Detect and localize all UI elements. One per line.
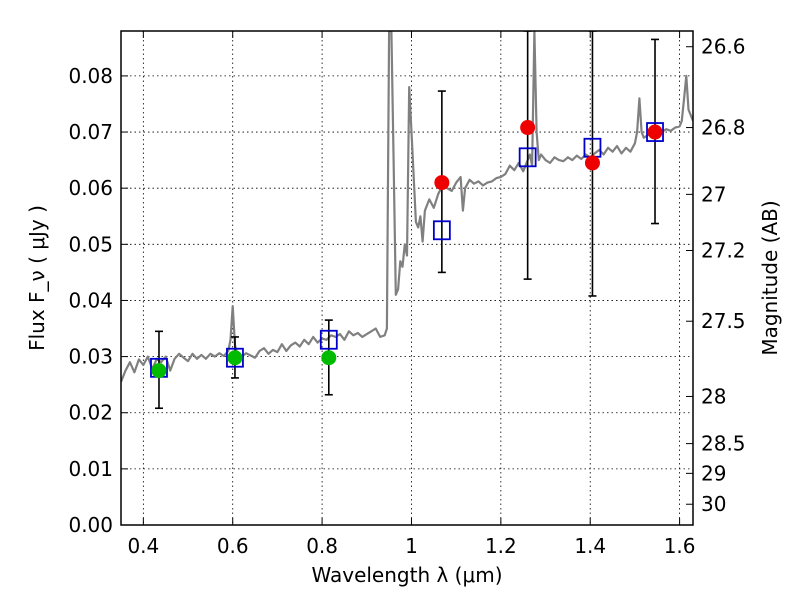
observed-flux-point xyxy=(584,155,600,171)
x-tick-label: 0.6 xyxy=(217,534,249,558)
axis-ticks: 0.4 0.6 0.8 1 1.2 1.4 1.6 0.00 0.01 0.02 0.03 0.04 0… xyxy=(68,31,746,558)
y-tick-label: 0.03 xyxy=(68,345,113,369)
model-flux-square xyxy=(518,147,537,168)
observed-flux-point xyxy=(151,363,167,379)
right-tick-label: 28.5 xyxy=(701,432,746,456)
right-tick-label: 26.8 xyxy=(701,116,746,140)
x-tick-label: 1.6 xyxy=(664,534,696,558)
y-tick-label: 0.07 xyxy=(68,120,113,144)
y-axis-label: Flux F_ν ( μJy ) xyxy=(25,205,49,351)
right-tick-label: 27 xyxy=(701,182,726,206)
right-tick-label: 28 xyxy=(701,384,726,408)
model-flux-square xyxy=(432,220,451,241)
observed-flux-point xyxy=(520,120,536,136)
right-tick-label: 29 xyxy=(701,461,726,485)
model-spectrum-line xyxy=(121,31,693,383)
x-tick-label: 1.2 xyxy=(485,534,517,558)
y-tick-label: 0.06 xyxy=(68,176,113,200)
y-tick-label: 0.08 xyxy=(68,64,113,88)
model-flux-square xyxy=(646,122,664,142)
y-tick-label: 0.00 xyxy=(68,513,113,537)
right-tick-label: 26.6 xyxy=(701,35,746,59)
x-tick-label: 0.8 xyxy=(306,534,338,558)
right-tick-label: 27.5 xyxy=(701,309,746,333)
right-tick-label: 27.2 xyxy=(701,238,746,262)
x-tick-label: 1 xyxy=(405,534,418,558)
y-tick-label: 0.01 xyxy=(68,457,113,481)
plot-area xyxy=(121,31,693,410)
plot-frame xyxy=(120,30,694,526)
observed-flux-point xyxy=(321,350,337,366)
right-tick-label: 30 xyxy=(701,492,726,516)
grid-lines xyxy=(121,31,693,525)
x-tick-label: 1.4 xyxy=(574,534,606,558)
x-axis-label: Wavelength λ (μm) xyxy=(311,563,502,587)
observed-flux-point xyxy=(434,175,450,191)
observed-flux-point xyxy=(227,350,243,366)
model-flux-square xyxy=(226,347,244,368)
y-tick-label: 0.05 xyxy=(68,232,113,256)
y-tick-label: 0.04 xyxy=(68,288,113,312)
observed-flux-point xyxy=(647,124,663,140)
y-tick-label: 0.02 xyxy=(68,401,113,425)
model-flux-square xyxy=(319,329,338,350)
x-tick-label: 0.4 xyxy=(127,534,159,558)
right-axis-label: Magnitude (AB) xyxy=(758,200,782,355)
